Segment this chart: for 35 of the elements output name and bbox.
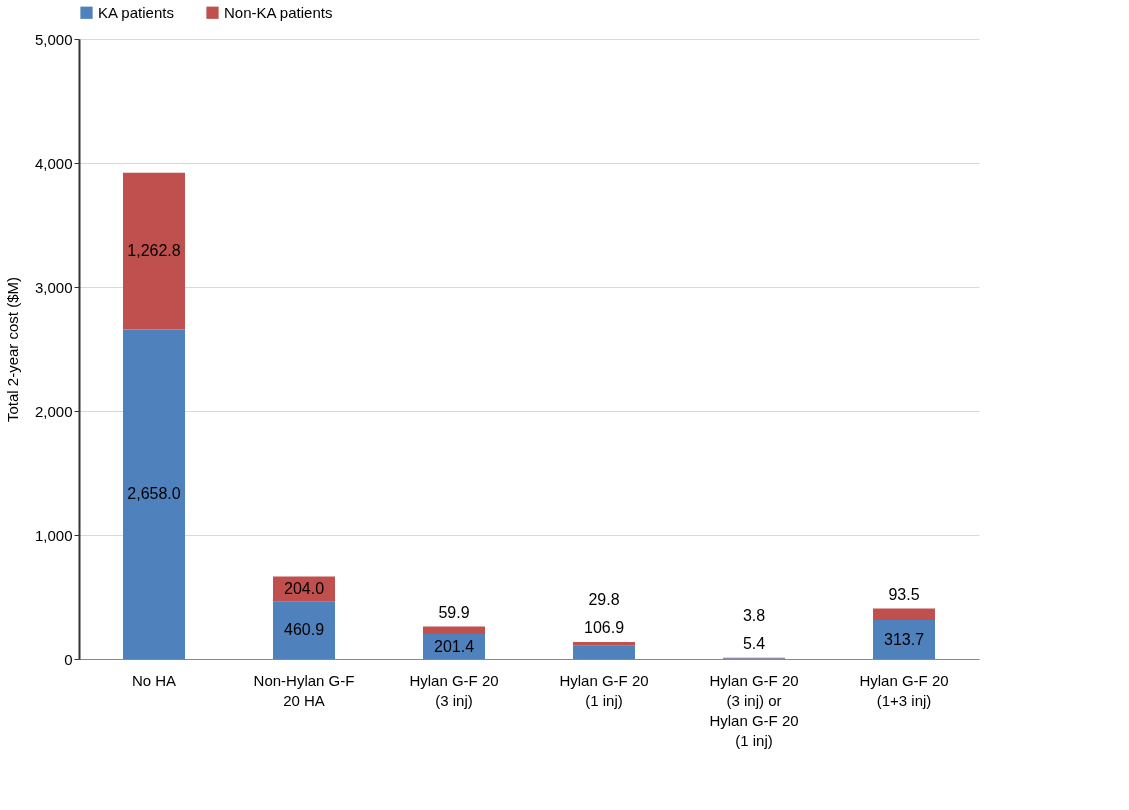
x-tick-label: No HA [131, 671, 177, 689]
data-label: 460.9 [283, 621, 325, 639]
data-label: 106.9 [583, 619, 625, 637]
legend-label: Non-KA patients [224, 3, 333, 21]
legend-label: KA patients [98, 3, 174, 21]
bar [423, 626, 485, 635]
data-label: 93.5 [888, 585, 920, 603]
data-label: 59.9 [438, 603, 470, 621]
y-tick-label: 1,000 [34, 526, 73, 544]
bar [273, 601, 335, 659]
bar [873, 608, 935, 621]
data-label: 2,658.0 [127, 485, 181, 503]
y-tick-label: 5,000 [34, 30, 73, 48]
x-tick-label: Hylan G-F 20 (3 inj) [409, 671, 499, 709]
data-label: 201.4 [433, 637, 475, 655]
bar [123, 329, 185, 659]
data-label: 1,262.8 [127, 242, 181, 260]
data-label: 313.7 [883, 630, 925, 648]
y-tick-label: 2,000 [34, 402, 73, 420]
y-axis-title: Total 2-year cost ($M) [3, 276, 21, 423]
x-tick-label: Hylan G-F 20 (1 inj) [559, 671, 649, 709]
x-tick-label: Non-Hylan G-F 20 HA [253, 671, 355, 709]
y-tick-label: 0 [64, 650, 73, 668]
bar [573, 642, 635, 646]
bar [123, 172, 185, 330]
data-label: 29.8 [588, 591, 620, 609]
data-label: 204.0 [283, 580, 325, 598]
bar [573, 645, 635, 659]
y-tick-label: 4,000 [34, 154, 73, 172]
data-label: 5.4 [742, 634, 766, 652]
data-label: 3.8 [742, 606, 766, 624]
y-tick-label: 3,000 [34, 278, 73, 296]
x-tick-label: Hylan G-F 20 (3 inj) or Hylan G-F 20 (1 inj) [709, 671, 799, 749]
bar [873, 620, 935, 659]
x-tick-label: Hylan G-F 20 (1+3 inj) [859, 671, 949, 709]
